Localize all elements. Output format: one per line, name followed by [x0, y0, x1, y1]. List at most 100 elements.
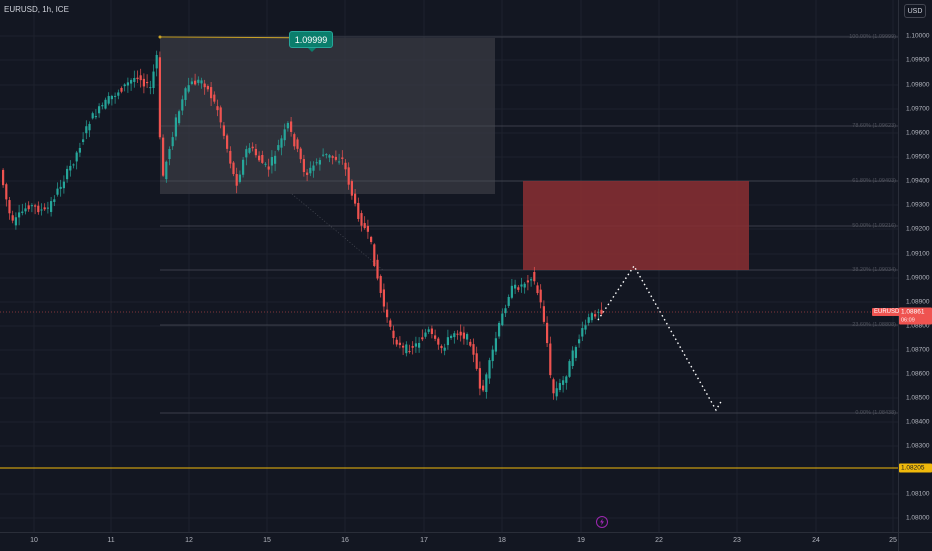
- candle-body: [424, 332, 427, 337]
- candle-body: [56, 188, 59, 195]
- time-scale-label: 17: [420, 537, 428, 544]
- candle-body: [456, 333, 459, 335]
- lightning-replay-icon[interactable]: [596, 516, 608, 528]
- candle-body: [318, 160, 321, 165]
- candle-body: [120, 87, 123, 92]
- candle-body: [469, 341, 472, 346]
- price-scale-label: 1.09100: [906, 250, 930, 258]
- candle-body: [78, 147, 81, 153]
- candle-body: [360, 213, 363, 226]
- candle-body: [491, 349, 494, 362]
- time-scale[interactable]: [0, 532, 898, 551]
- candle-body: [440, 345, 443, 349]
- time-scale-label: 19: [577, 537, 585, 544]
- currency-button[interactable]: USD: [904, 4, 926, 18]
- candle-body: [459, 331, 462, 336]
- candle-body: [104, 99, 107, 109]
- candle-body: [213, 94, 216, 102]
- candle-body: [219, 107, 222, 123]
- time-scale-label: 25: [889, 537, 897, 544]
- candle-body: [565, 376, 568, 383]
- candle-body: [190, 81, 193, 84]
- price-chart[interactable]: [0, 0, 898, 532]
- candle-body: [475, 353, 478, 369]
- symbol-title[interactable]: EURUSD, 1h, ICE: [4, 5, 69, 14]
- candle-body: [347, 167, 350, 185]
- candle-body: [331, 156, 334, 158]
- candle-body: [162, 137, 165, 176]
- fib-level-label: 100.00% (1.09999): [849, 34, 896, 40]
- candle-body: [101, 105, 104, 107]
- candle-body: [581, 328, 584, 337]
- candle-body: [597, 311, 600, 313]
- candle-body: [414, 343, 417, 347]
- candle-body: [232, 162, 235, 175]
- time-scale-label: 10: [30, 537, 38, 544]
- price-scale-label: 1.09200: [906, 225, 930, 233]
- candle-body: [446, 337, 449, 346]
- current-price-tag: 1.08861 06:09: [899, 307, 932, 325]
- hline-price-tag: 1.08205: [899, 463, 932, 473]
- red-rectangle-zone[interactable]: [523, 181, 749, 270]
- scale-corner: [898, 532, 932, 551]
- candle-body: [514, 284, 517, 289]
- candle-body: [91, 113, 94, 119]
- candle-body: [126, 82, 129, 86]
- time-scale-label: 16: [341, 537, 349, 544]
- gray-rectangle-zone[interactable]: [160, 38, 495, 194]
- candle-body: [59, 186, 62, 189]
- candle-body: [590, 313, 593, 321]
- time-scale-label: 22: [655, 537, 663, 544]
- fib-level-label: 61.80% (1.09403): [852, 178, 896, 184]
- candle-body: [114, 95, 117, 97]
- candle-body: [466, 334, 469, 340]
- candle-body: [187, 85, 190, 92]
- candle-body: [587, 317, 590, 323]
- candle-body: [600, 309, 603, 314]
- price-scale-label: 1.09700: [906, 105, 930, 113]
- candle-body: [462, 332, 465, 339]
- candle-body: [334, 156, 337, 160]
- candle-body: [501, 313, 504, 326]
- candle-body: [88, 123, 91, 131]
- candle-body: [146, 82, 149, 84]
- price-scale-label: 1.08600: [906, 370, 930, 378]
- fib-level-label: 78.60% (1.09623): [852, 123, 896, 129]
- candle-body: [181, 99, 184, 111]
- candle-body: [136, 77, 139, 80]
- candle-body: [344, 162, 347, 170]
- candle-body: [533, 271, 536, 282]
- projection-path[interactable]: [597, 264, 723, 412]
- price-scale-label: 1.09900: [906, 56, 930, 64]
- candle-body: [277, 145, 280, 150]
- candle-body: [312, 165, 315, 171]
- price-scale[interactable]: [898, 0, 932, 532]
- candle-body: [155, 54, 158, 69]
- candle-body: [24, 208, 27, 212]
- candle-body: [578, 339, 581, 344]
- candle-body: [411, 346, 414, 348]
- candle-body: [542, 306, 545, 322]
- chart-area[interactable]: [0, 0, 898, 532]
- candle-body: [398, 342, 401, 346]
- price-callout[interactable]: 1.09999: [289, 31, 333, 52]
- candle-body: [206, 86, 209, 90]
- candle-body: [341, 157, 344, 159]
- candle-body: [379, 276, 382, 293]
- candle-body: [290, 121, 293, 132]
- candle-body: [197, 79, 200, 83]
- candle-body: [82, 139, 85, 143]
- candle-body: [571, 350, 574, 366]
- candle-body: [504, 308, 507, 314]
- candle-body: [8, 200, 11, 214]
- candle-body: [280, 138, 283, 148]
- candle-body: [315, 162, 318, 164]
- candle-body: [264, 163, 267, 165]
- candle-body: [322, 154, 325, 156]
- candle-body: [325, 154, 328, 156]
- trendline-anchor[interactable]: [158, 35, 162, 39]
- candle-body: [594, 314, 597, 317]
- candle-body: [373, 244, 376, 266]
- candle-body: [453, 333, 456, 338]
- candle-body: [354, 193, 357, 204]
